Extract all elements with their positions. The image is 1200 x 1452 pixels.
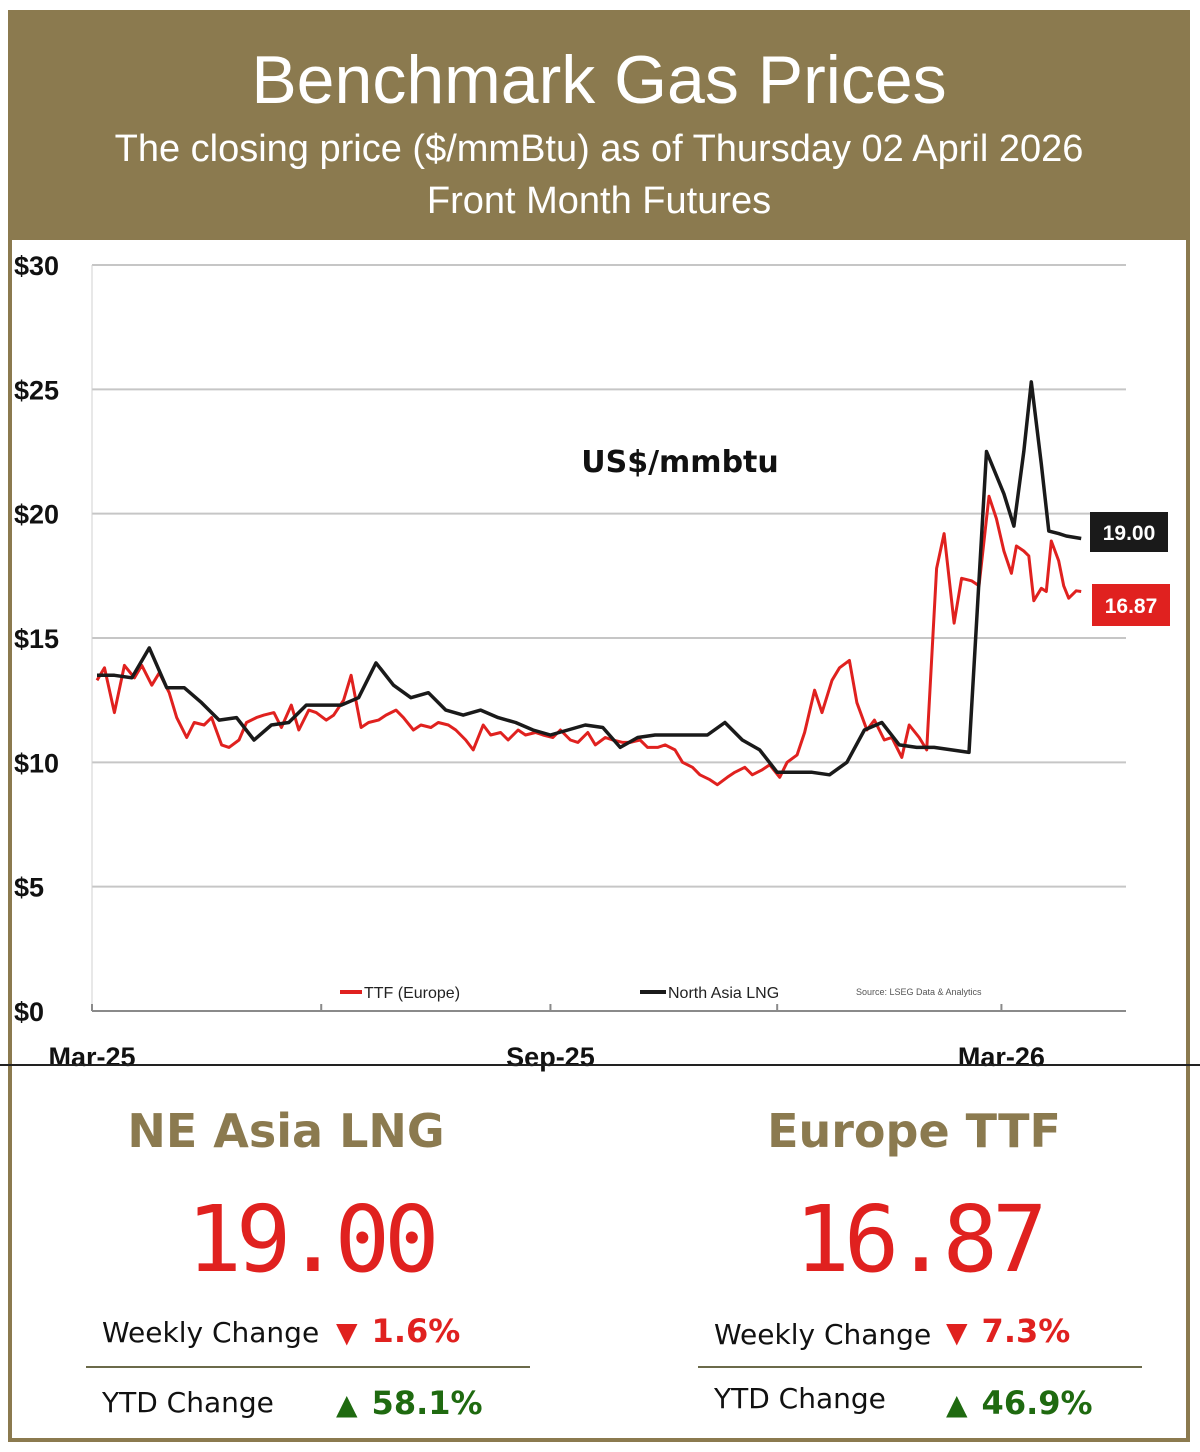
header-banner: Benchmark Gas Prices The closing price (… [12,14,1186,240]
legend-label-ttf: TTF (Europe) [364,985,460,1002]
ttf-weekly-value: 7.3% [981,1312,1071,1350]
down-arrow-icon: ▼ [336,1316,358,1349]
down-arrow-icon: ▼ [946,1316,968,1349]
x-tick-label: Sep-25 [506,1042,595,1072]
page-subtitle: The closing price ($/mmBtu) as of Thursd… [114,128,1084,170]
page-subtitle-secondary: Front Month Futures [426,180,772,222]
price-chart: $0 $5 $10 $15 $20 $25 $30 Mar-25 Sep-25 Mar-26 US$… [14,251,1170,1072]
y-tick-label: $20 [14,500,59,530]
y-tick-label: $0 [14,997,44,1027]
lng-end-label: 19.00 [1103,522,1156,545]
up-arrow-icon: ▲ [336,1388,358,1421]
section-divider [0,1064,1200,1066]
ttf-price: 16.87 [794,1186,1048,1293]
ttf-ytd-change: ▲ 46.9% [946,1384,1093,1422]
lng-ytd-change: ▲ 58.1% [336,1384,483,1422]
lng-ytd-label: YTD Change [102,1386,274,1419]
y-tick-label: $10 [14,748,59,778]
page-title: Benchmark Gas Prices [251,42,947,118]
series-line-north-asia-lng [97,380,1082,777]
lng-stat-name: NE Asia LNG [127,1104,445,1158]
ttf-stat-name: Europe TTF [767,1104,1061,1158]
legend-label-lng: North Asia LNG [668,985,779,1002]
lng-ytd-value: 58.1% [371,1384,483,1422]
chart-title: US$/mmbtu [581,445,779,480]
y-tick-label: $15 [14,624,59,654]
ttf-end-label: 16.87 [1105,595,1158,618]
y-tick-label: $5 [14,873,44,903]
chart-source: Source: LSEG Data & Analytics [856,987,982,997]
series-line-ttf-europe [95,494,1082,787]
lng-weekly-label: Weekly Change [102,1316,320,1349]
infographic-frame: Benchmark Gas Prices The closing price (… [8,10,1190,1442]
lng-weekly-change: ▼ 1.6% [336,1312,460,1350]
ttf-end-label-box [1092,584,1170,626]
lng-price: 19.00 [186,1186,440,1293]
ttf-ytd-value: 46.9% [981,1384,1093,1422]
ttf-weekly-change: ▼ 7.3% [946,1312,1070,1350]
ttf-separator [698,1366,1142,1368]
lng-end-label-box [1090,512,1168,552]
y-tick-label: $25 [14,375,59,405]
ttf-ytd-label: YTD Change [714,1382,886,1415]
y-tick-label: $30 [14,251,59,281]
lng-separator [86,1366,530,1368]
lng-weekly-value: 1.6% [371,1312,461,1350]
x-tick-label: Mar-26 [958,1042,1045,1072]
ttf-weekly-label: Weekly Change [714,1318,932,1351]
up-arrow-icon: ▲ [946,1388,968,1421]
x-tick-label: Mar-25 [48,1042,135,1072]
